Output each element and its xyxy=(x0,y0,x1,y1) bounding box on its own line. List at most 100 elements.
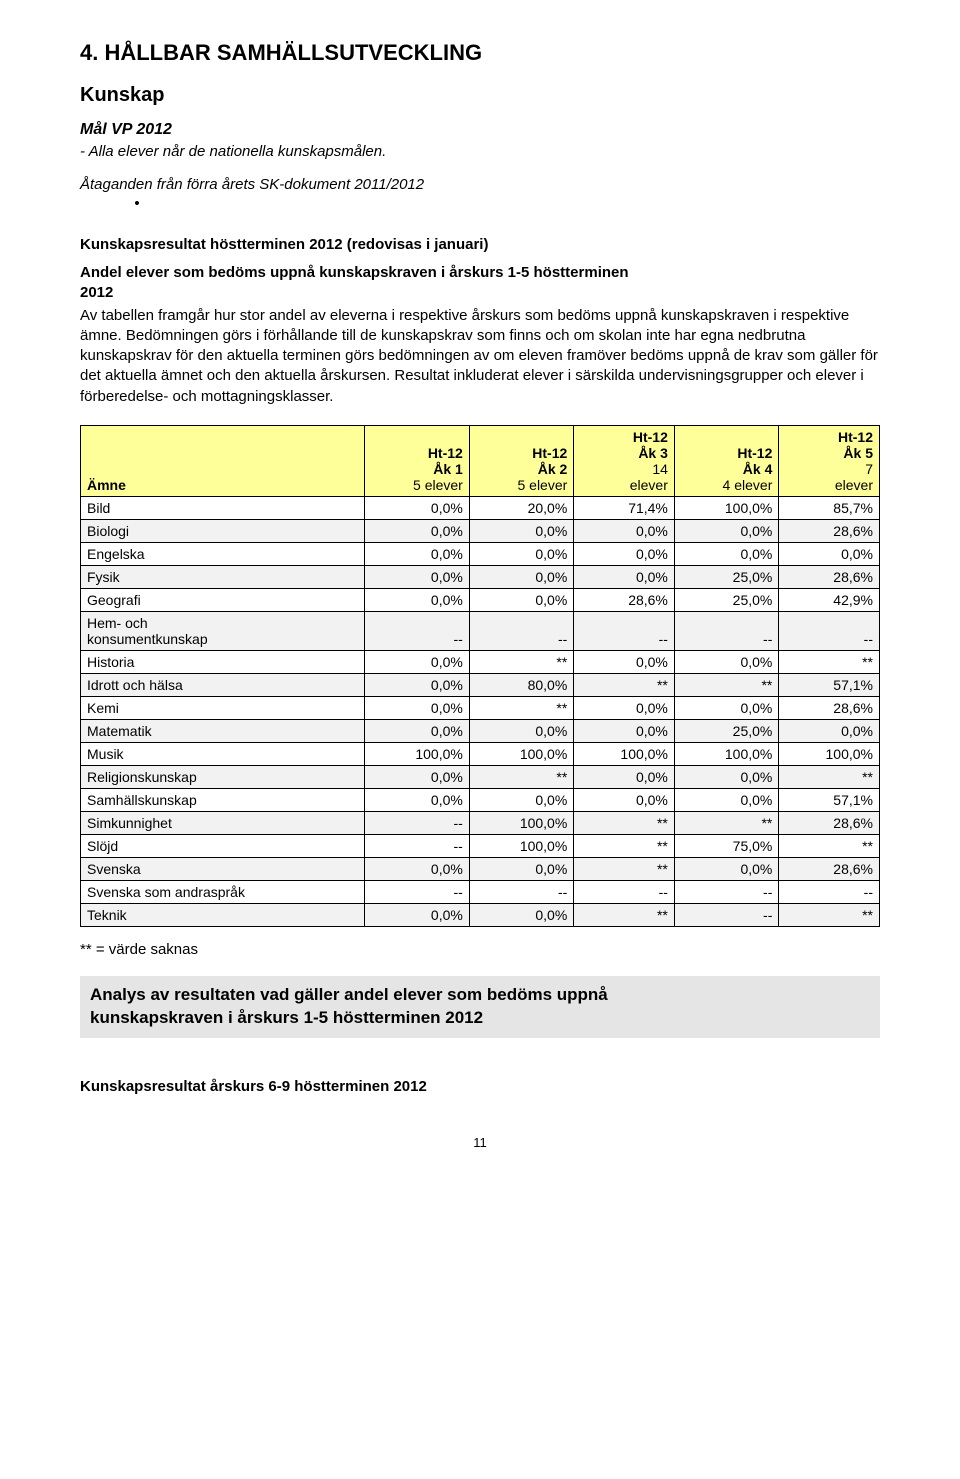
cell: -- xyxy=(365,811,469,834)
table-row: Musik100,0%100,0%100,0%100,0%100,0% xyxy=(81,742,880,765)
cell: 75,0% xyxy=(674,834,778,857)
row-subject: Slöjd xyxy=(81,834,365,857)
table-row: Kemi0,0%**0,0%0,0%28,6% xyxy=(81,696,880,719)
cell: 0,0% xyxy=(365,903,469,926)
table-row: Idrott och hälsa0,0%80,0%****57,1% xyxy=(81,673,880,696)
cell: 28,6% xyxy=(574,588,675,611)
table-row: Bild0,0%20,0%71,4%100,0%85,7% xyxy=(81,496,880,519)
cell: 100,0% xyxy=(469,742,573,765)
cell: 0,0% xyxy=(469,857,573,880)
cell: 28,6% xyxy=(779,519,880,542)
andel-heading-line2: 2012 xyxy=(80,284,113,301)
cell: 100,0% xyxy=(674,496,778,519)
cell: 0,0% xyxy=(365,565,469,588)
paragraph-body: Av tabellen framgår hur stor andel av el… xyxy=(80,306,880,407)
table-body: Bild0,0%20,0%71,4%100,0%85,7%Biologi0,0%… xyxy=(81,496,880,926)
cell: 0,0% xyxy=(365,542,469,565)
table-row: Svenska0,0%0,0%**0,0%28,6% xyxy=(81,857,880,880)
cell: 0,0% xyxy=(365,765,469,788)
table-row: Slöjd--100,0%**75,0%** xyxy=(81,834,880,857)
row-subject: Engelska xyxy=(81,542,365,565)
table-row: Hem- ochkonsumentkunskap---------- xyxy=(81,611,880,650)
footnote: ** = värde saknas xyxy=(80,941,880,958)
table-row: Fysik0,0%0,0%0,0%25,0%28,6% xyxy=(81,565,880,588)
grey-box-line1: Analys av resultaten vad gäller andel el… xyxy=(90,985,608,1004)
bullet-icon: • xyxy=(126,195,148,212)
row-subject: Svenska som andraspråk xyxy=(81,880,365,903)
cell: ** xyxy=(574,857,675,880)
cell: 25,0% xyxy=(674,588,778,611)
cell: -- xyxy=(674,880,778,903)
row-subject: Svenska xyxy=(81,857,365,880)
cell: -- xyxy=(779,880,880,903)
table-row: Simkunnighet--100,0%****28,6% xyxy=(81,811,880,834)
row-subject: Fysik xyxy=(81,565,365,588)
bottom-heading: Kunskapsresultat årskurs 6-9 hösttermine… xyxy=(80,1078,880,1095)
col-header-5: Ht-12Åk 57elever xyxy=(779,425,880,496)
table-row: Geografi0,0%0,0%28,6%25,0%42,9% xyxy=(81,588,880,611)
cell: 80,0% xyxy=(469,673,573,696)
row-subject: Simkunnighet xyxy=(81,811,365,834)
cell: 0,0% xyxy=(365,496,469,519)
ataganden-label: Åtaganden från förra årets SK-dokument 2… xyxy=(80,176,880,193)
cell: ** xyxy=(779,650,880,673)
table-row: Historia0,0%**0,0%0,0%** xyxy=(81,650,880,673)
row-subject: Bild xyxy=(81,496,365,519)
cell: 0,0% xyxy=(469,719,573,742)
cell: -- xyxy=(674,611,778,650)
cell: 100,0% xyxy=(469,834,573,857)
cell: -- xyxy=(365,611,469,650)
cell: ** xyxy=(574,673,675,696)
cell: 0,0% xyxy=(365,650,469,673)
cell: 28,6% xyxy=(779,811,880,834)
cell: -- xyxy=(574,611,675,650)
results-table: ÄmneHt-12Åk 15 eleverHt-12Åk 25 eleverHt… xyxy=(80,425,880,927)
cell: 100,0% xyxy=(674,742,778,765)
cell: 20,0% xyxy=(469,496,573,519)
grey-box-line2: kunskapskraven i årskurs 1-5 hösttermine… xyxy=(90,1008,483,1027)
cell: ** xyxy=(779,765,880,788)
cell: 25,0% xyxy=(674,719,778,742)
cell: 25,0% xyxy=(674,565,778,588)
cell: 0,0% xyxy=(469,588,573,611)
cell: 0,0% xyxy=(365,519,469,542)
cell: 0,0% xyxy=(469,788,573,811)
cell: 0,0% xyxy=(574,719,675,742)
cell: 0,0% xyxy=(674,519,778,542)
cell: ** xyxy=(779,903,880,926)
table-row: Samhällskunskap0,0%0,0%0,0%0,0%57,1% xyxy=(81,788,880,811)
andel-heading-line1: Andel elever som bedöms uppnå kunskapskr… xyxy=(80,264,629,281)
row-subject: Samhällskunskap xyxy=(81,788,365,811)
cell: 71,4% xyxy=(574,496,675,519)
cell: 57,1% xyxy=(779,673,880,696)
cell: 0,0% xyxy=(674,765,778,788)
cell: ** xyxy=(674,673,778,696)
cell: 28,6% xyxy=(779,565,880,588)
cell: 0,0% xyxy=(469,565,573,588)
heading-main: 4. HÅLLBAR SAMHÄLLSUTVECKLING xyxy=(80,40,880,66)
cell: 85,7% xyxy=(779,496,880,519)
cell: 0,0% xyxy=(674,788,778,811)
cell: -- xyxy=(469,880,573,903)
page-number: 11 xyxy=(80,1135,880,1150)
cell: 28,6% xyxy=(779,857,880,880)
table-head: ÄmneHt-12Åk 15 eleverHt-12Åk 25 eleverHt… xyxy=(81,425,880,496)
cell: 0,0% xyxy=(574,542,675,565)
cell: ** xyxy=(469,765,573,788)
cell: -- xyxy=(469,611,573,650)
ataganden-bullet: • xyxy=(80,195,880,212)
cell: 0,0% xyxy=(574,519,675,542)
cell: 0,0% xyxy=(574,696,675,719)
col-header-subject: Ämne xyxy=(81,425,365,496)
heading-kunskap: Kunskap xyxy=(80,84,880,107)
cell: 0,0% xyxy=(469,519,573,542)
row-subject: Religionskunskap xyxy=(81,765,365,788)
cell: 0,0% xyxy=(365,696,469,719)
col-header-1: Ht-12Åk 15 elever xyxy=(365,425,469,496)
cell: 0,0% xyxy=(469,903,573,926)
cell: 0,0% xyxy=(574,650,675,673)
row-subject: Hem- ochkonsumentkunskap xyxy=(81,611,365,650)
heading-mal: Mål VP 2012 xyxy=(80,121,880,139)
cell: 28,6% xyxy=(779,696,880,719)
col-header-3: Ht-12Åk 314elever xyxy=(574,425,675,496)
